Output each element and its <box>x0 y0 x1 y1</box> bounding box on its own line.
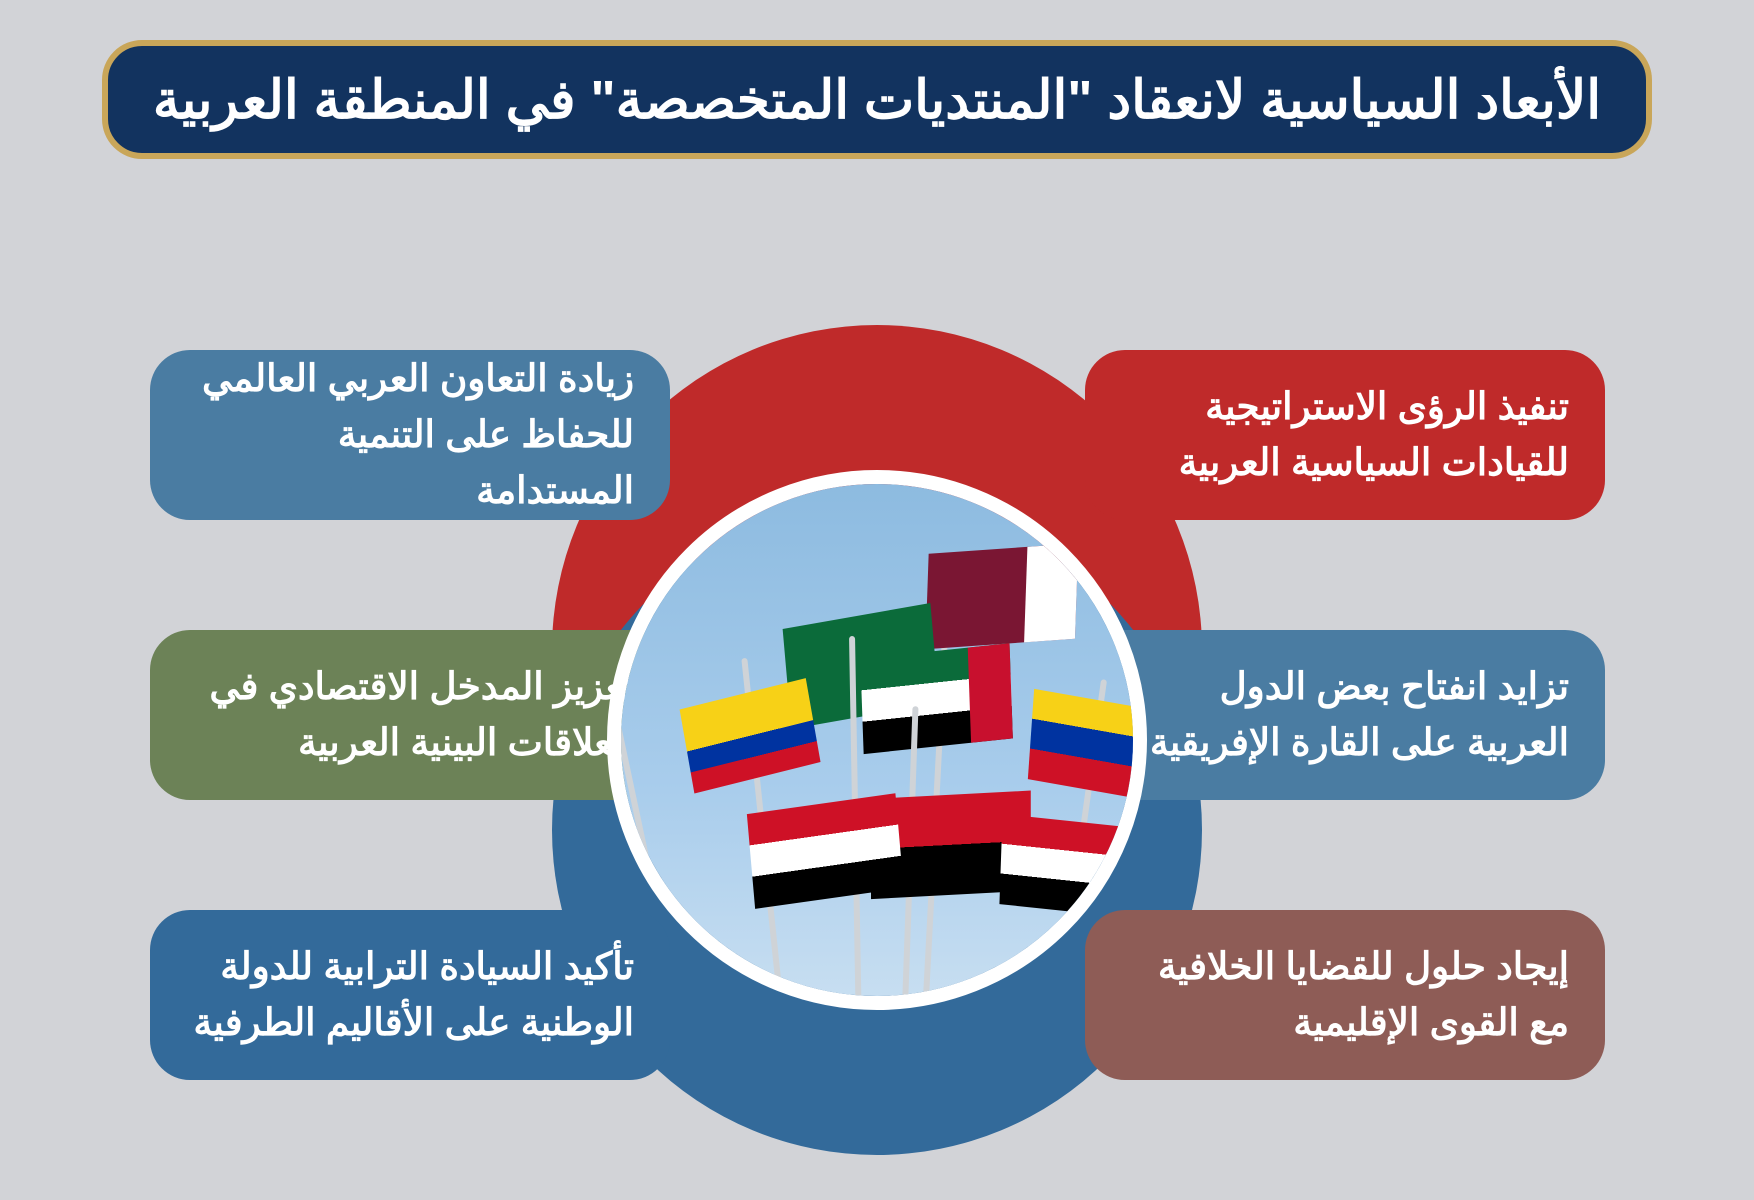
flag-qatar <box>925 543 1078 649</box>
title-text: الأبعاد السياسية لانعقاد "المنتديات المت… <box>153 71 1601 130</box>
item-economic-relations: تعزيز المدخل الاقتصادي في العلاقات البين… <box>150 630 670 800</box>
item-label: زيادة التعاون العربي العالمي للحفاظ على … <box>186 351 634 519</box>
center-flags-photo <box>607 470 1147 1010</box>
item-label: إيجاد حلول للقضايا الخلافية مع القوى الإ… <box>1121 939 1569 1051</box>
item-label: تنفيذ الرؤى الاستراتيجية للقيادات السياس… <box>1121 379 1569 491</box>
item-arab-africa: تزايد انفتاح بعض الدول العربية على القار… <box>1085 630 1605 800</box>
item-global-cooperation: زيادة التعاون العربي العالمي للحفاظ على … <box>150 350 670 520</box>
infographic-canvas: الأبعاد السياسية لانعقاد "المنتديات المت… <box>0 0 1754 1200</box>
item-label: تأكيد السيادة الترابية للدولة الوطنية عل… <box>186 939 634 1051</box>
item-strategic-visions: تنفيذ الرؤى الاستراتيجية للقيادات السياس… <box>1085 350 1605 520</box>
item-label: تزايد انفتاح بعض الدول العربية على القار… <box>1121 659 1569 771</box>
item-label: تعزيز المدخل الاقتصادي في العلاقات البين… <box>186 659 634 771</box>
flag-uae <box>860 643 1013 754</box>
title-banner: الأبعاد السياسية لانعقاد "المنتديات المت… <box>102 40 1652 159</box>
flag-iraq <box>999 814 1141 919</box>
item-territorial-sovereignty: تأكيد السيادة الترابية للدولة الوطنية عل… <box>150 910 670 1080</box>
item-regional-disputes: إيجاد حلول للقضايا الخلافية مع القوى الإ… <box>1085 910 1605 1080</box>
